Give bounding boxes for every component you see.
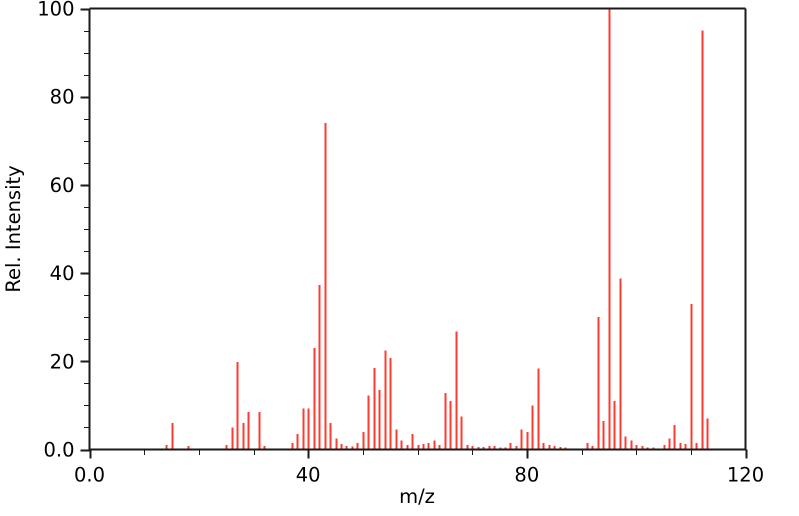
y-tick-label: 20 — [50, 350, 75, 373]
x-tick-label: 80 — [514, 464, 539, 487]
x-axis-label: m/z — [399, 485, 435, 508]
x-tick-label: 40 — [296, 464, 321, 487]
plot-axes — [88, 7, 747, 451]
y-tick-label: 0.0 — [43, 439, 74, 462]
x-tick-label: 0.0 — [74, 464, 105, 487]
x-tick-label: 120 — [727, 464, 764, 487]
axis-ticks — [80, 8, 748, 459]
y-tick-label: 40 — [50, 262, 75, 285]
y-tick-label: 60 — [50, 174, 75, 197]
y-tick-label: 80 — [50, 86, 75, 109]
y-axis-label: Rel. Intensity — [2, 165, 25, 292]
spectrum-peaks — [165, 8, 709, 450]
axis-tick-labels: 0.0 40 80 120 0.0 20 40 60 80 100 — [37, 0, 764, 487]
y-tick-label: 100 — [37, 0, 74, 21]
